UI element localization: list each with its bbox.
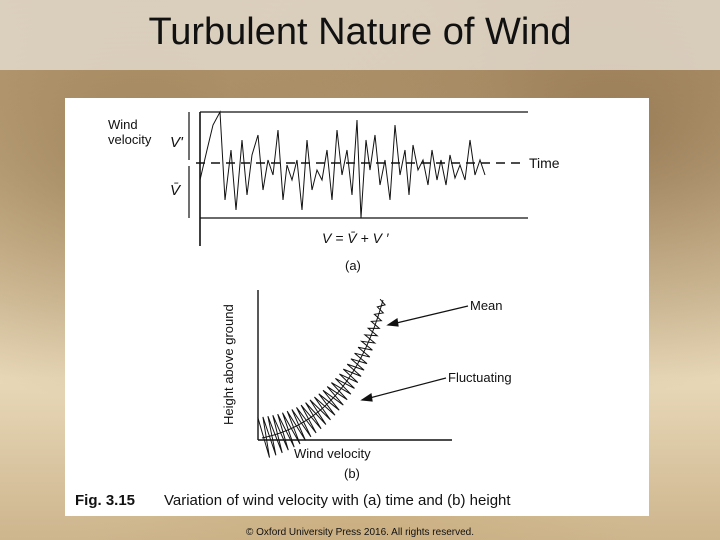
arrowhead — [386, 317, 399, 327]
y-label-b: Height above ground — [221, 304, 236, 425]
footer: © Oxford University Press 2016. All righ… — [245, 527, 474, 538]
mean-arrow — [387, 305, 469, 326]
fluct-arrow — [361, 377, 447, 401]
fig-number: Fig. 3.15 — [75, 492, 135, 509]
caption-a: (a) — [345, 258, 361, 273]
vprime-label: V' — [170, 134, 184, 151]
arrowhead — [360, 392, 373, 402]
caption-b: (b) — [344, 466, 360, 481]
figure-background — [65, 98, 649, 516]
equation: V = V̄ + V ′ — [322, 230, 390, 246]
fluctuating-profile — [257, 298, 387, 458]
fig-caption: Variation of wind velocity with (a) time… — [164, 492, 511, 509]
x-label-b: Wind velocity — [294, 446, 371, 461]
vbar-label: V̄ — [170, 182, 182, 199]
y-label-a: Wind — [108, 117, 138, 132]
velocity-trace — [199, 110, 486, 219]
slide-title: Turbulent Nature of Wind — [0, 0, 720, 70]
y-label-a: velocity — [108, 132, 152, 147]
time-label: Time — [529, 155, 560, 171]
mean-label: Mean — [470, 298, 503, 313]
figure: Wind velocity V' V̄ Time V = V̄ + V ′ (a… — [65, 98, 649, 516]
fluct-label: Fluctuating — [448, 370, 512, 385]
